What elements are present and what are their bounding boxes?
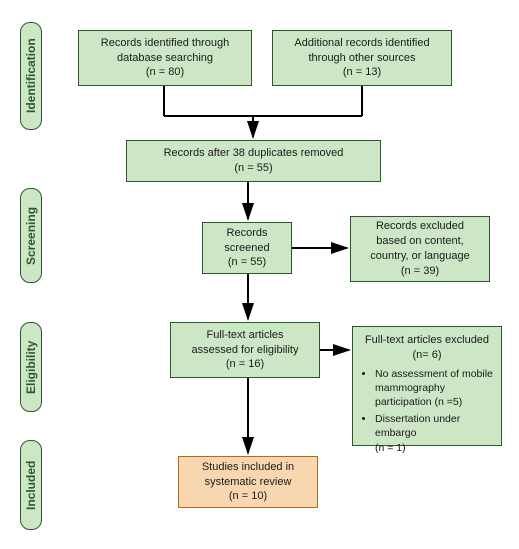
text: Records after 38 duplicates removed <box>164 146 344 161</box>
text: Full-text articles <box>206 328 283 343</box>
count: (n = 39) <box>401 264 439 279</box>
reason: No assessment of mobile mammography part… <box>375 367 493 410</box>
count: (n = 80) <box>146 65 184 80</box>
count: (n = 55) <box>234 161 272 176</box>
stage-screening: Screening <box>20 188 42 283</box>
text: Records <box>227 226 268 241</box>
text: systematic review <box>205 475 292 490</box>
box-included: Studies included in systematic review (n… <box>178 456 318 508</box>
text: assessed for eligibility <box>192 343 299 358</box>
text: through other sources <box>308 51 415 66</box>
count: (n = 13) <box>343 65 381 80</box>
text: Records identified through <box>101 36 229 51</box>
stage-included: Included <box>20 440 42 530</box>
exclusion-reasons: No assessment of mobile mammography part… <box>361 367 493 458</box>
stage-eligibility: Eligibility <box>20 322 42 412</box>
box-duplicates-removed: Records after 38 duplicates removed (n =… <box>126 140 381 182</box>
reason: Dissertation under embargo (n = 1) <box>375 412 493 455</box>
text: Additional records identified <box>294 36 429 51</box>
box-screened: Records screened (n = 55) <box>202 222 292 274</box>
box-other-records: Additional records identified through ot… <box>272 30 452 86</box>
count: (n = 1) <box>375 442 406 454</box>
stage-identification: Identification <box>20 22 42 130</box>
text: database searching <box>117 51 213 66</box>
text: country, or language <box>370 249 469 264</box>
text: screened <box>224 241 269 256</box>
text: based on content, <box>376 234 463 249</box>
box-fulltext: Full-text articles assessed for eligibil… <box>170 322 320 378</box>
box-excluded-fulltext: Full-text articles excluded (n= 6) No as… <box>352 326 502 446</box>
box-excluded-screen: Records excluded based on content, count… <box>350 216 490 282</box>
text: Records excluded <box>376 219 464 234</box>
box-db-records: Records identified through database sear… <box>78 30 252 86</box>
text: Full-text articles excluded <box>365 333 489 348</box>
count: (n = 16) <box>226 357 264 372</box>
count: (n = 55) <box>228 255 266 270</box>
count: (n= 6) <box>412 348 441 363</box>
count: (n = 10) <box>229 489 267 504</box>
text: Studies included in <box>202 460 294 475</box>
text: Dissertation under embargo <box>375 413 460 439</box>
